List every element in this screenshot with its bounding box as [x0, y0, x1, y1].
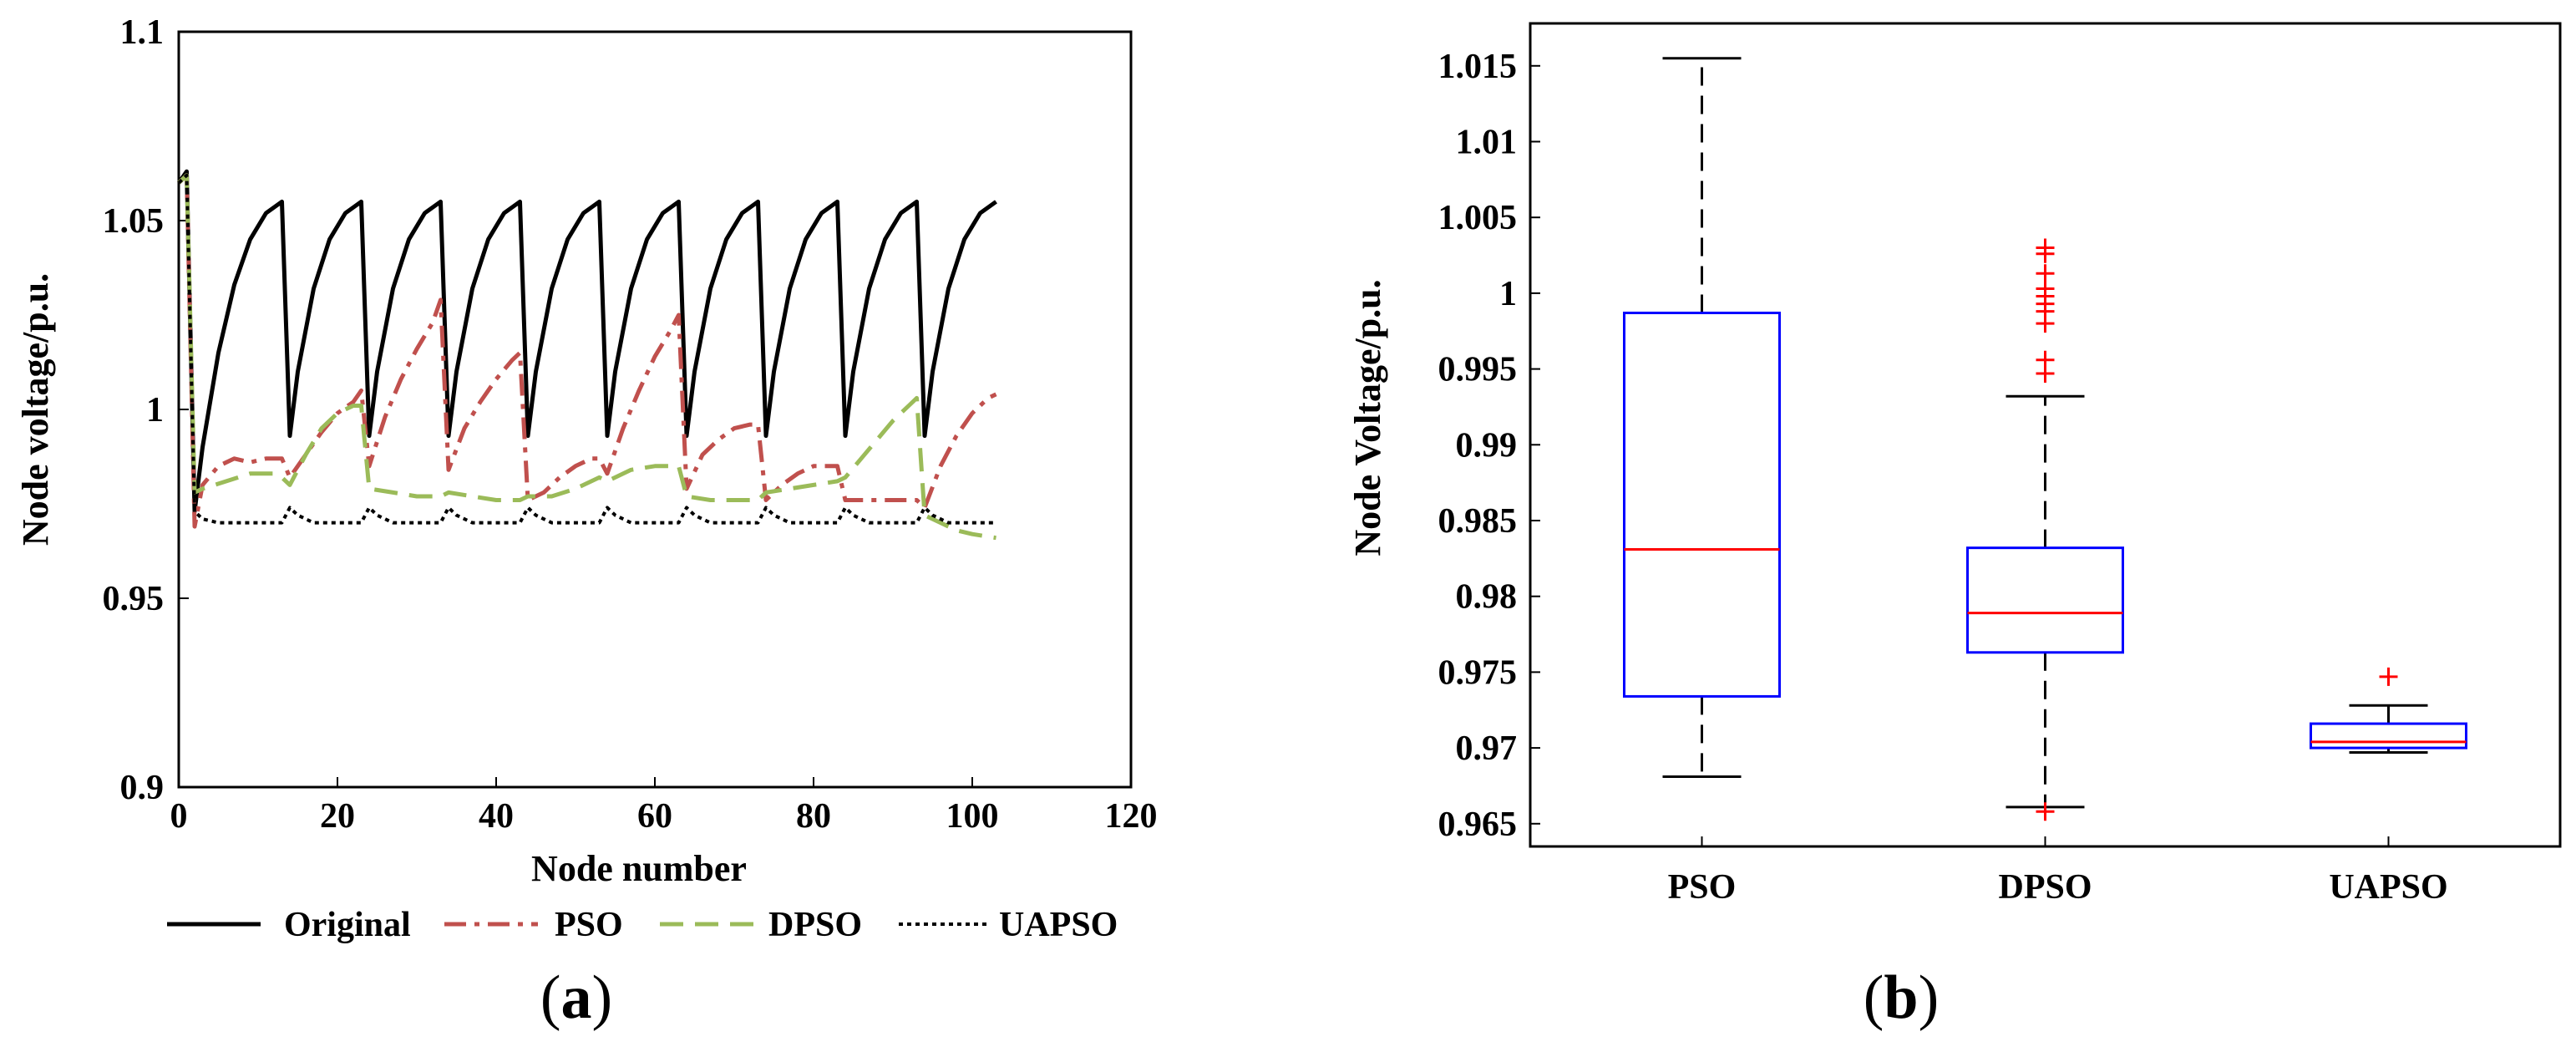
y-tick-label: 0.965	[1438, 806, 1518, 844]
category-label-dpso: DPSO	[1998, 868, 2092, 907]
y-tick-label: 0.95	[103, 580, 165, 618]
legend-label-pso: PSO	[555, 906, 623, 944]
y-tick-label: 1.01	[1456, 123, 1518, 161]
box-dpso-outlier	[2036, 802, 2055, 821]
y-tick-label: 1.015	[1438, 48, 1518, 86]
x-tick-label: 20	[320, 797, 355, 836]
panel-b-caption: (b)	[1864, 963, 1939, 1032]
x-tick-label: 40	[479, 797, 514, 836]
panel-b-category-labels: PSO DPSO UAPSO	[1668, 836, 2448, 907]
y-tick-label: 0.995	[1438, 351, 1518, 389]
y-tick-label: 0.9	[120, 769, 165, 807]
box-dpso-outlier	[2036, 238, 2055, 257]
box-uapso-outlier	[2379, 667, 2398, 686]
y-tick-label: 1	[146, 391, 164, 429]
box-uapso-iqr	[2310, 722, 2467, 750]
panel-a-x-ticks: 0 20 40 60 80 100 120	[170, 777, 1158, 836]
panel-b-y-axis-label: Node Voltage/p.u.	[1347, 279, 1388, 556]
panel-b-y-ticks: 0.965 0.97 0.975 0.98 0.985 0.99 0.995 1 1.005 1.…	[1438, 48, 1540, 844]
panel-a-series	[176, 169, 997, 541]
box-dpso-iqr	[1966, 546, 2124, 654]
y-tick-label: 1.1	[120, 13, 165, 52]
box-dpso-outlier	[2036, 264, 2055, 283]
panel-a-caption: (a)	[540, 963, 612, 1032]
y-tick-label: 1.05	[103, 202, 165, 241]
series-line-uapso	[177, 173, 996, 525]
panel-a-y-axis-label: Node voltage/p.u.	[15, 273, 56, 546]
panel-a-y-ticks: 0.9 0.95 1 1.05 1.1	[103, 13, 189, 807]
y-tick-label: 1	[1499, 275, 1517, 313]
panel-b-box-plot: 0.965 0.97 0.975 0.98 0.985 0.99 0.995 1 1.005 1.…	[1347, 22, 2562, 1032]
legend-label-dpso: DPSO	[768, 906, 862, 944]
y-tick-label: 0.975	[1438, 653, 1518, 692]
panel-a-line-chart: 0 20 40 60 80 100 120 0.9 0.95 1 1.05 1.1 Node num…	[15, 13, 1158, 1032]
box-pso-iqr	[1623, 311, 1781, 698]
box-dpso-outlier	[2036, 350, 2055, 369]
category-label-pso: PSO	[1668, 868, 1737, 907]
panel-a-x-axis-label: Node number	[531, 848, 747, 889]
y-tick-label: 0.99	[1456, 426, 1518, 465]
y-tick-label: 0.98	[1456, 578, 1518, 617]
x-tick-label: 60	[637, 797, 672, 836]
legend-label-uapso: UAPSO	[999, 906, 1118, 944]
panel-b-boxes	[1623, 57, 2467, 821]
y-tick-label: 0.985	[1438, 502, 1518, 541]
x-tick-label: 0	[170, 797, 188, 836]
legend-label-original: Original	[284, 906, 411, 944]
x-tick-label: 100	[946, 797, 999, 836]
x-tick-label: 120	[1105, 797, 1158, 836]
x-tick-label: 80	[796, 797, 831, 836]
y-tick-label: 1.005	[1438, 199, 1518, 237]
panel-a-legend: Original PSO DPSO UAPSO	[167, 906, 1118, 944]
series-line-dpso	[177, 173, 996, 541]
panel-a-plot-area	[177, 30, 1133, 789]
category-label-uapso: UAPSO	[2329, 868, 2447, 907]
series-line-original	[176, 169, 997, 514]
y-tick-label: 0.97	[1456, 729, 1518, 768]
